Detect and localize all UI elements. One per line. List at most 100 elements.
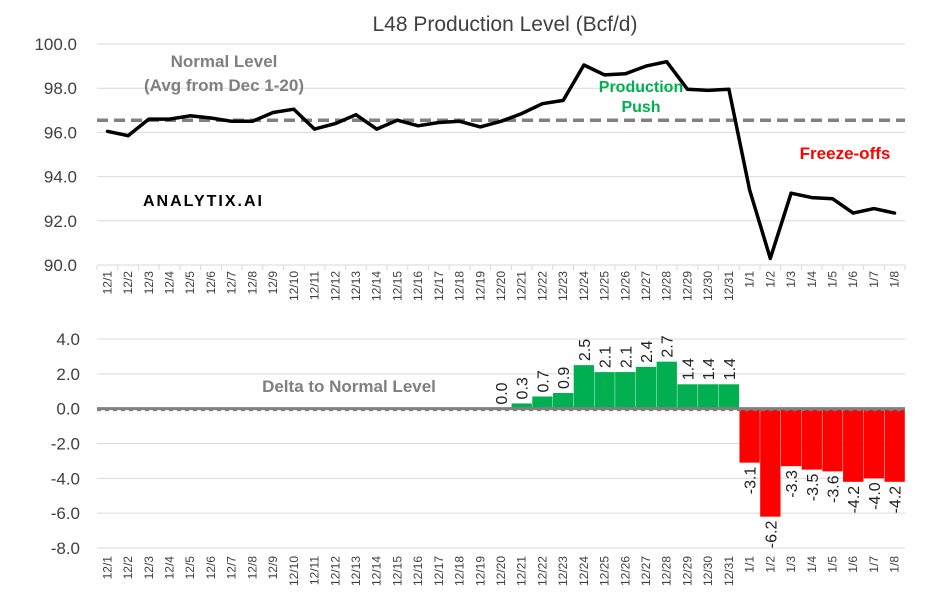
bottom-data-label: 1.4 <box>722 358 739 380</box>
bottom-y-tick-labels: -8.0 -6.0 -4.0 -2.0 0.0 2.0 4.0 <box>51 330 80 558</box>
production-level-point <box>644 64 648 68</box>
bottom-y-tick-label: 2.0 <box>56 365 80 384</box>
top-gridlines <box>96 43 906 270</box>
production-level-point <box>375 127 379 131</box>
bottom-x-tick-label: 12/9 <box>266 556 280 580</box>
top-x-tick-label: 12/10 <box>287 271 301 301</box>
bottom-x-tick-label: 1/1 <box>743 556 757 573</box>
top-x-tick-label: 12/20 <box>494 271 508 301</box>
top-x-tick-label: 1/7 <box>867 271 881 288</box>
delta-bar <box>553 392 574 409</box>
bottom-x-tick-label: 12/17 <box>432 556 446 586</box>
bottom-x-tick-label: 1/5 <box>825 556 839 573</box>
bottom-y-tick-label: -4.0 <box>51 469 80 488</box>
top-x-tick-label: 12/28 <box>660 271 674 301</box>
bottom-x-tick-label: 12/13 <box>349 556 363 586</box>
delta-bar <box>863 408 885 479</box>
bottom-x-tick-label: 12/18 <box>453 556 467 586</box>
production-level-point <box>250 119 254 123</box>
bottom-chart-title: Delta to Normal Level <box>262 377 436 396</box>
production-level-point <box>437 120 441 125</box>
top-x-tick-label: 1/3 <box>784 271 798 288</box>
bottom-x-tick-label: 12/28 <box>660 556 674 586</box>
annotation-normal-level: Normal Level <box>171 52 278 71</box>
bottom-x-tick-label: 12/26 <box>618 556 632 586</box>
delta-bar <box>698 384 719 409</box>
bottom-x-tick-label: 12/30 <box>701 556 715 586</box>
top-y-tick-label: 90.0 <box>44 256 77 275</box>
delta-bar <box>594 372 615 409</box>
production-level-point <box>665 60 669 64</box>
delta-bar <box>760 408 781 517</box>
bottom-x-tick-label: 1/4 <box>805 556 819 573</box>
top-x-tick-label: 12/9 <box>266 271 280 295</box>
bottom-x-tick-label: 12/7 <box>225 556 239 580</box>
top-x-tick-label: 12/7 <box>225 271 239 295</box>
production-level-point <box>685 87 690 91</box>
delta-bar <box>718 384 740 409</box>
production-level-point <box>520 112 524 116</box>
bottom-data-labels: 0.0 0.3 0.7 0.92.5 2.1 2.1 2.4 2.71.4 1.4 1.4-3.1… <box>494 335 905 548</box>
bottom-x-tick-label: 12/23 <box>556 556 570 586</box>
top-y-tick-label: 100.0 <box>34 35 77 54</box>
annotation-freeze-offs: Freeze-offs <box>800 144 891 163</box>
top-x-tick-label: 1/6 <box>846 271 860 288</box>
bottom-x-tick-label: 1/2 <box>763 556 777 573</box>
production-level-point <box>230 119 234 123</box>
top-x-tick-label: 12/26 <box>618 271 632 301</box>
top-y-tick-label: 98.0 <box>44 79 77 98</box>
delta-bar <box>615 372 636 409</box>
bottom-x-tick-label: 12/4 <box>163 556 177 580</box>
top-x-tick-label: 12/6 <box>204 271 218 295</box>
bottom-x-tick-label: 12/5 <box>183 556 197 580</box>
bottom-y-tick-label: -2.0 <box>51 435 80 454</box>
top-y-tick-label: 92.0 <box>44 212 77 231</box>
delta-bar <box>822 408 843 472</box>
top-x-tick-label: 12/14 <box>370 271 384 301</box>
bottom-x-tick-label: 12/10 <box>287 556 301 586</box>
delta-bar <box>511 403 532 409</box>
delta-bar <box>843 408 864 482</box>
production-level-point <box>147 117 151 121</box>
production-level-point <box>292 107 296 111</box>
bottom-data-label: 0.7 <box>535 370 552 392</box>
bottom-x-tick-label: 1/6 <box>846 556 860 573</box>
bottom-y-tick-label: 0.0 <box>56 400 80 419</box>
production-level-point <box>167 117 172 121</box>
production-level-point <box>851 211 855 215</box>
production-level-point <box>457 119 462 123</box>
bottom-data-label: 2.1 <box>618 346 635 368</box>
bottom-x-tick-labels: 12/1 12/2 12/3 12/4 12/5 12/6 12/7 12/8 12/9 12/1… <box>100 556 901 586</box>
bottom-x-tick-label: 12/24 <box>577 556 591 586</box>
production-level-point <box>768 256 772 260</box>
production-level-point <box>354 113 358 117</box>
annotation-production-push: Production <box>599 79 683 96</box>
annotation-push: Push <box>621 99 660 116</box>
production-level-point <box>830 197 835 201</box>
production-level-point <box>395 118 400 122</box>
bottom-data-label: -4.2 <box>888 486 905 514</box>
top-x-tick-label: 12/4 <box>163 271 177 295</box>
production-level-point <box>789 191 793 195</box>
bottom-data-label: 0.0 <box>494 382 511 404</box>
production-level-point <box>810 195 814 200</box>
production-level-point <box>602 73 607 77</box>
bottom-data-label: -4.2 <box>846 486 863 514</box>
top-x-tick-label: 12/19 <box>473 271 487 301</box>
production-level-point <box>209 116 213 120</box>
bottom-x-tick-label: 1/3 <box>784 556 798 573</box>
bottom-x-tick-label: 12/14 <box>370 556 384 586</box>
bottom-data-label: 2.5 <box>577 339 594 361</box>
bottom-x-tick-label: 12/25 <box>598 556 612 586</box>
delta-bar <box>532 396 553 409</box>
production-level-point <box>623 72 627 76</box>
bottom-zero-line <box>97 407 905 412</box>
bottom-x-tick-label: 12/20 <box>494 556 508 586</box>
top-x-tick-label: 12/24 <box>577 271 591 301</box>
production-level-point <box>893 211 897 215</box>
top-y-tick-labels: 90.0 92.0 94.0 96.0 98.0 100.0 <box>34 35 77 275</box>
top-x-tick-label: 12/18 <box>453 271 467 301</box>
production-level-point <box>271 110 275 115</box>
